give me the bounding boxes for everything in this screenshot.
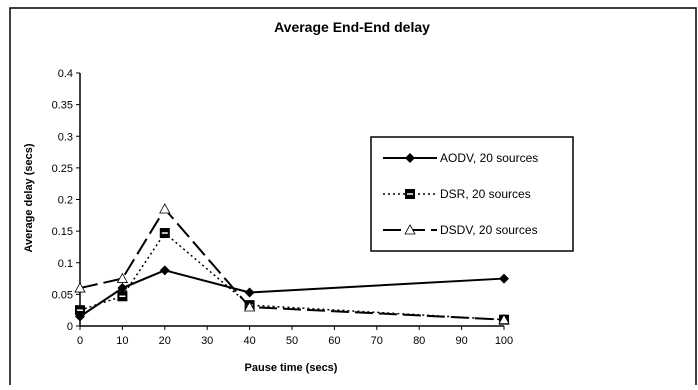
x-ticks: 0 10 20 30 40 50 60 70 80 90 100 bbox=[77, 326, 513, 347]
data-point-triangle bbox=[498, 313, 510, 325]
data-point-triangle bbox=[159, 203, 171, 214]
data-point-diamond bbox=[244, 287, 255, 298]
y-tick-label: 0.2 bbox=[58, 195, 73, 207]
y-ticks: 0 0.05 0.1 0.15 0.2 0.25 0.3 0.35 0.4 bbox=[52, 68, 80, 333]
y-tick-label: 0.3 bbox=[58, 131, 73, 143]
x-tick-label: 70 bbox=[371, 335, 383, 347]
chart-border bbox=[9, 7, 697, 389]
legend-label: AODV, 20 sources bbox=[440, 151, 538, 165]
series-diamond bbox=[75, 265, 509, 322]
legend-items: AODV, 20 sources DSR, 20 sources DSDV, 20 … bbox=[383, 151, 538, 237]
legend-label: DSDV, 20 sources bbox=[440, 223, 538, 237]
x-tick-label: 80 bbox=[413, 335, 425, 347]
y-tick-label: 0.25 bbox=[52, 163, 73, 175]
y-tick-label: 0.1 bbox=[58, 258, 73, 270]
x-tick-label: 50 bbox=[286, 335, 298, 347]
x-tick-label: 10 bbox=[116, 335, 128, 347]
x-tick-label: 100 bbox=[495, 335, 513, 347]
y-tick-label: 0.05 bbox=[52, 289, 73, 301]
x-tick-label: 0 bbox=[77, 335, 83, 347]
x-tick-label: 60 bbox=[328, 335, 340, 347]
x-tick-label: 30 bbox=[201, 335, 213, 347]
data-point-diamond bbox=[159, 265, 170, 276]
y-tick-label: 0 bbox=[67, 321, 73, 333]
legend-marker-diamond bbox=[405, 153, 415, 163]
data-point-diamond bbox=[117, 283, 128, 294]
legend-label: DSR, 20 sources bbox=[440, 187, 531, 201]
data-point-diamond bbox=[499, 273, 509, 284]
chart-title: Average End-End delay bbox=[274, 19, 430, 35]
series-layer bbox=[74, 203, 510, 325]
y-tick-label: 0.15 bbox=[52, 226, 73, 238]
x-tick-label: 40 bbox=[243, 335, 255, 347]
y-axis-label: Average delay (secs) bbox=[23, 143, 35, 252]
y-tick-label: 0.4 bbox=[58, 68, 73, 80]
x-tick-label: 90 bbox=[455, 335, 467, 347]
x-axis-label: Pause time (secs) bbox=[245, 362, 338, 374]
data-point-triangle bbox=[243, 301, 256, 312]
data-point-triangle bbox=[74, 282, 86, 293]
legend: AODV, 20 sources DSR, 20 sources DSDV, 20 … bbox=[370, 136, 574, 252]
series-triangle bbox=[74, 203, 510, 325]
x-tick-label: 20 bbox=[159, 335, 171, 347]
data-point-triangle bbox=[116, 272, 129, 283]
y-tick-label: 0.35 bbox=[52, 100, 73, 112]
legend-marker-triangle bbox=[404, 224, 416, 235]
